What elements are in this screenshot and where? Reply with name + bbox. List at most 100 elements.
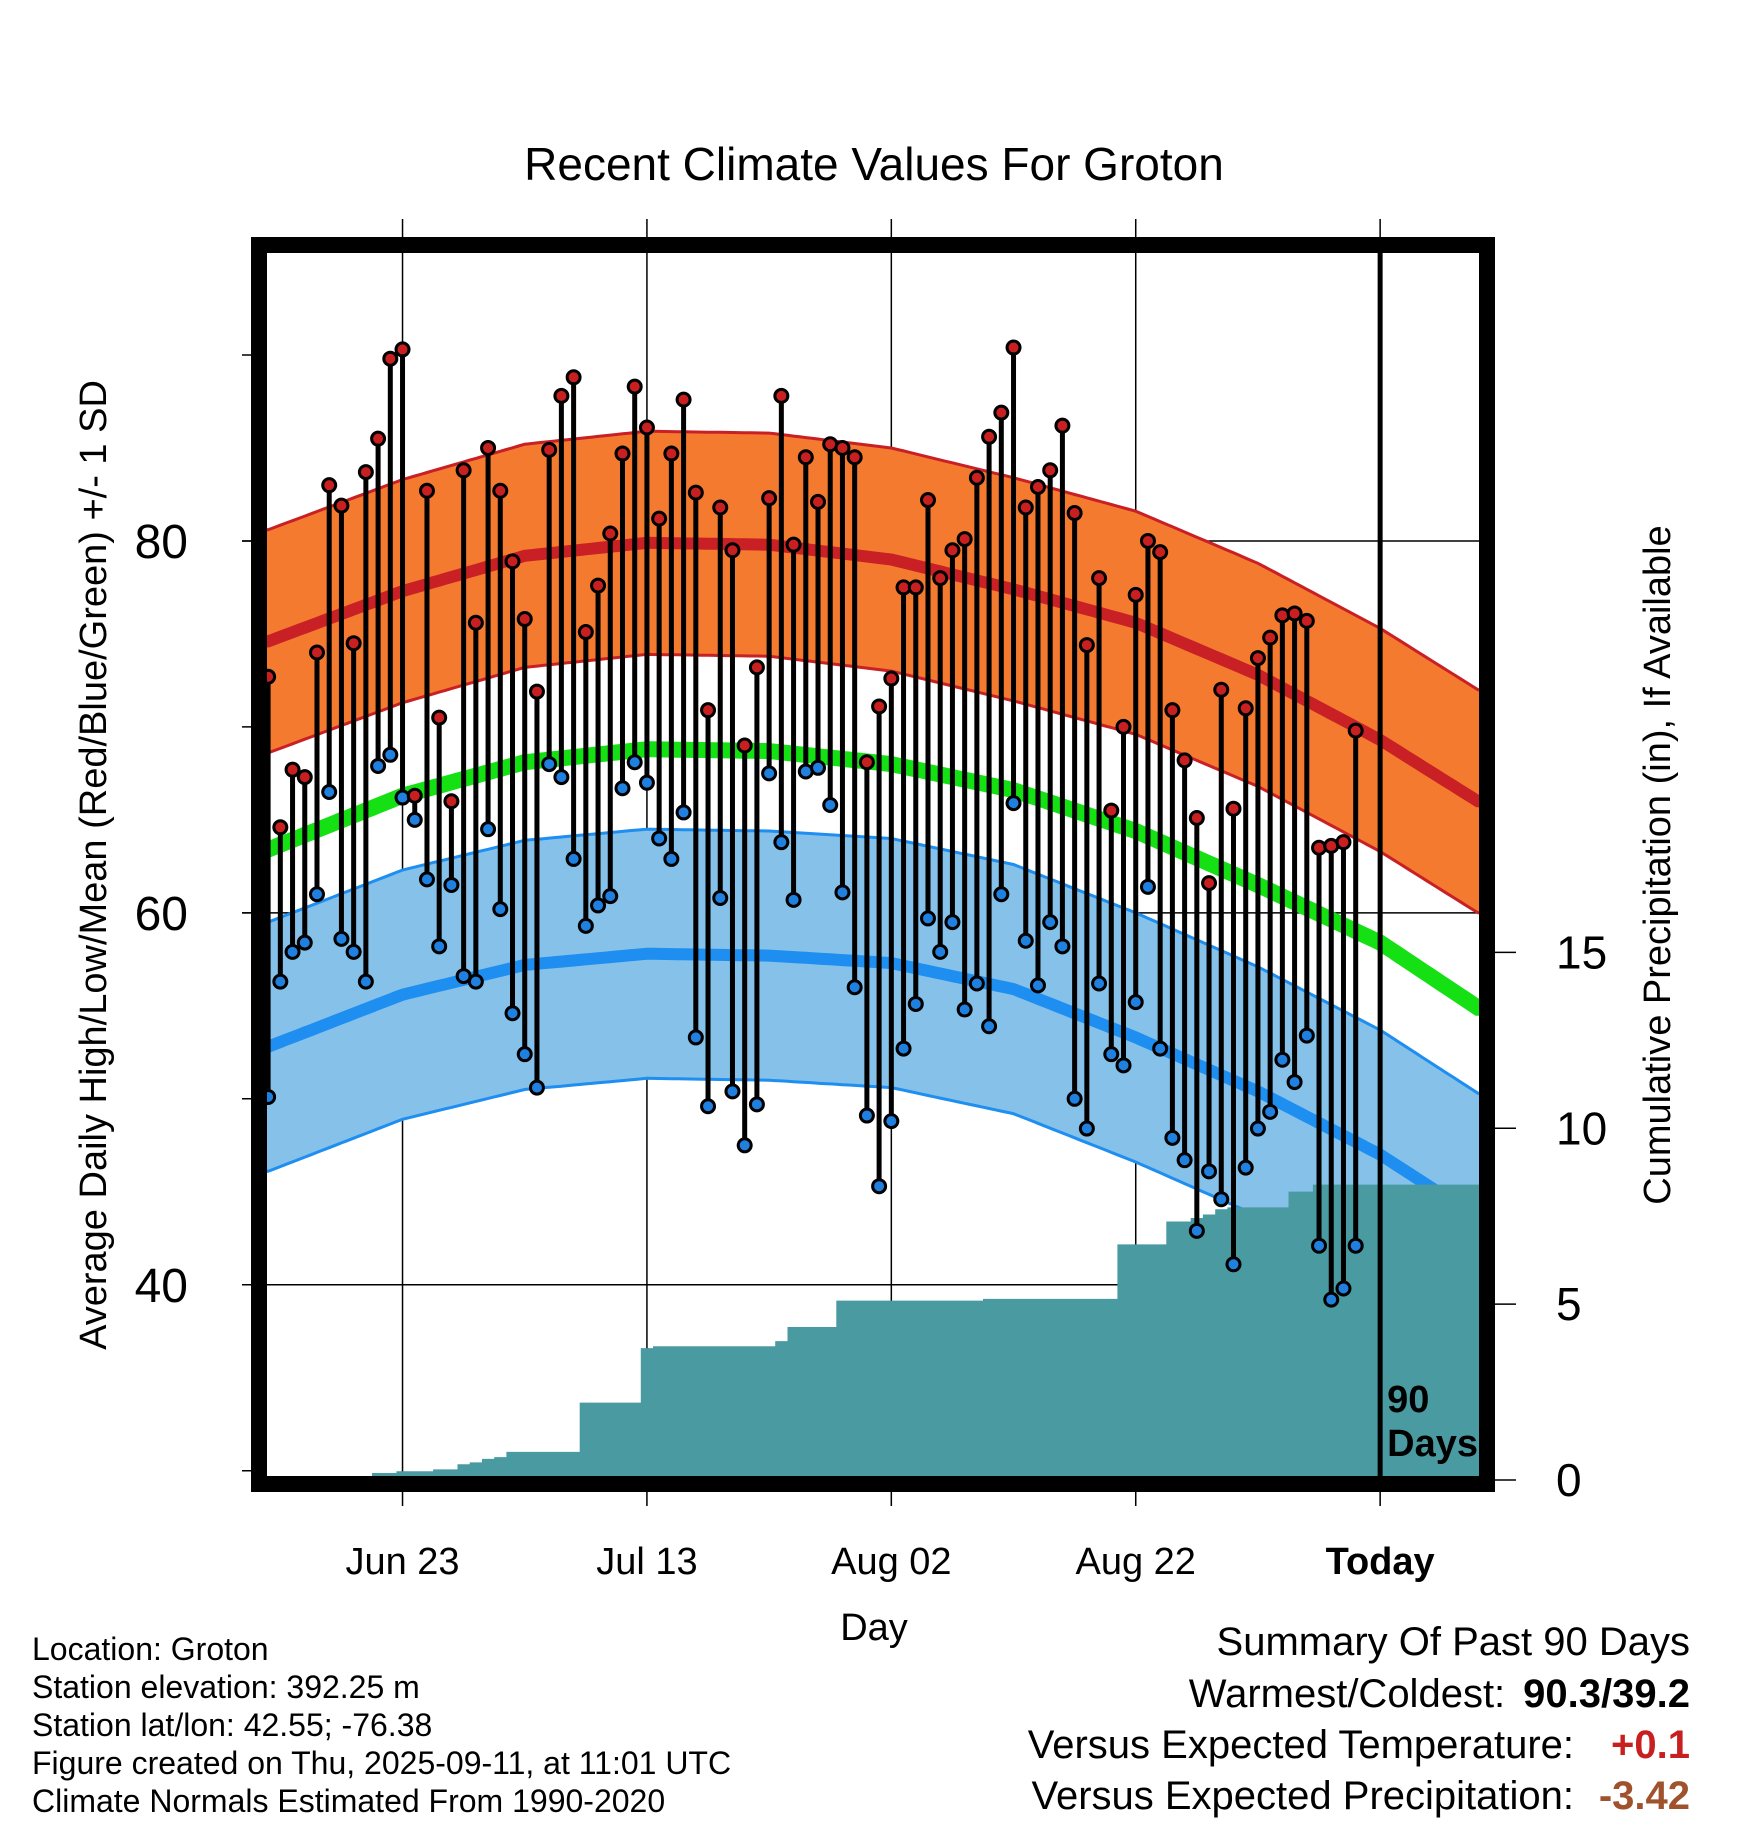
daily-low-point	[1237, 1159, 1254, 1176]
daily-low-point	[308, 886, 325, 903]
daily-low-point	[370, 757, 387, 774]
daily-low-point	[919, 910, 936, 927]
daily-low-point	[956, 1001, 973, 1018]
daily-high-point	[736, 737, 753, 754]
daily-low-point	[321, 783, 338, 800]
daily-low-point	[431, 938, 448, 955]
daily-high-point	[663, 445, 680, 462]
cumulative-precip-area	[262, 1184, 1484, 1480]
daily-low-point	[296, 934, 313, 951]
daily-low-point	[516, 1046, 533, 1063]
daily-low-point	[663, 850, 680, 867]
daily-high-point	[394, 341, 411, 358]
daily-low-point	[846, 979, 863, 996]
daily-low-point	[895, 1040, 912, 1057]
daily-high-point	[1139, 532, 1156, 549]
plot-frame	[251, 237, 1495, 1492]
daily-high-point	[467, 614, 484, 631]
daily-high-point	[1054, 417, 1071, 434]
daily-low-point	[736, 1137, 753, 1154]
daily-high-point	[443, 793, 460, 810]
daily-low-point	[1042, 914, 1059, 931]
daily-low-point	[785, 891, 802, 908]
daily-high-point	[883, 670, 900, 687]
daily-high-point	[748, 659, 765, 676]
daily-high-point	[797, 449, 814, 466]
daily-high-point	[919, 492, 936, 509]
daily-low-point	[1188, 1222, 1205, 1239]
daily-high-point	[968, 469, 985, 486]
daily-high-point	[406, 787, 423, 804]
daily-low-point	[858, 1107, 875, 1124]
daily-low-point	[406, 811, 423, 828]
daily-high-point	[1091, 570, 1108, 587]
summary-temp: Versus Expected Temperature: +0.1	[1028, 1723, 1690, 1768]
daily-high-point	[1347, 722, 1364, 739]
daily-high-point	[1164, 702, 1181, 719]
daily-high-point	[492, 482, 509, 499]
daily-high-point	[1335, 834, 1352, 851]
daily-high-point	[1152, 544, 1169, 561]
daily-high-point	[638, 419, 655, 436]
window-label: 90	[1387, 1379, 1429, 1421]
daily-high-point	[1225, 800, 1242, 817]
daily-low-point	[1274, 1051, 1291, 1068]
daily-high-point	[1042, 462, 1059, 479]
elevation-label: Station elevation: 392.25 m	[32, 1669, 420, 1705]
daily-low-point	[1286, 1074, 1303, 1091]
daily-high-point	[981, 428, 998, 445]
daily-low-point	[1311, 1237, 1328, 1254]
daily-high-point	[577, 624, 594, 641]
axes: Jun 23 Jul 13 Aug 02 Aug 22 Today 40 60 80 0 5 10 1…	[135, 354, 1607, 1583]
daily-low-point	[834, 884, 851, 901]
daily-high-point	[333, 497, 350, 514]
x-tick-label: Jun 23	[345, 1541, 459, 1583]
daily-low-point	[1103, 1046, 1120, 1063]
daily-low-point	[968, 975, 985, 992]
daily-low-point	[284, 943, 301, 960]
temp-label: Versus Expected Temperature:	[1027, 1723, 1574, 1767]
daily-low-point	[565, 850, 582, 867]
precip-label: Versus Expected Precipitation:	[1031, 1774, 1574, 1818]
x-tick-label: Jul 13	[596, 1541, 697, 1583]
daily-high-point	[357, 464, 374, 481]
daily-low-point	[981, 1018, 998, 1035]
y2-tick-label: 5	[1556, 1278, 1582, 1330]
daily-high-point	[1066, 505, 1083, 522]
y-tick-label: 80	[135, 516, 188, 569]
daily-low-point	[1115, 1057, 1132, 1074]
daily-high-point	[1176, 752, 1193, 769]
temp-value: +0.1	[1611, 1723, 1690, 1767]
daily-low-point	[1078, 1120, 1095, 1137]
daily-high-point	[700, 702, 717, 719]
y2-tick-label: 0	[1556, 1454, 1582, 1506]
daily-high-point	[834, 439, 851, 456]
daily-high-point	[993, 404, 1010, 421]
daily-high-point	[1249, 650, 1266, 667]
normals-label: Climate Normals Estimated From 1990-2020	[32, 1783, 666, 1819]
daily-high-point	[590, 577, 607, 594]
daily-high-point	[871, 698, 888, 715]
daily-low-point	[810, 759, 827, 776]
daily-high-point	[565, 369, 582, 386]
daily-high-point	[907, 579, 924, 596]
x-tick-label: Aug 22	[1076, 1541, 1196, 1583]
daily-high-point	[932, 570, 949, 587]
daily-high-point	[712, 499, 729, 516]
daily-low-point	[614, 780, 631, 797]
daily-high-point	[431, 709, 448, 726]
x-tick-label: Aug 02	[831, 1541, 951, 1583]
y-axis-label: Average Daily High/Low/Mean (Red/Blue/Gr…	[73, 380, 115, 1350]
daily-low-point	[724, 1083, 741, 1100]
daily-low-point	[761, 765, 778, 782]
daily-high-point	[1188, 810, 1205, 827]
daily-high-point	[370, 430, 387, 447]
daily-high-point	[284, 761, 301, 778]
daily-low-point	[1029, 977, 1046, 994]
daily-low-point	[748, 1096, 765, 1113]
daily-low-point	[1262, 1103, 1279, 1120]
daily-low-point	[1005, 795, 1022, 812]
daily-low-point	[492, 901, 509, 918]
daily-high-point	[761, 490, 778, 507]
